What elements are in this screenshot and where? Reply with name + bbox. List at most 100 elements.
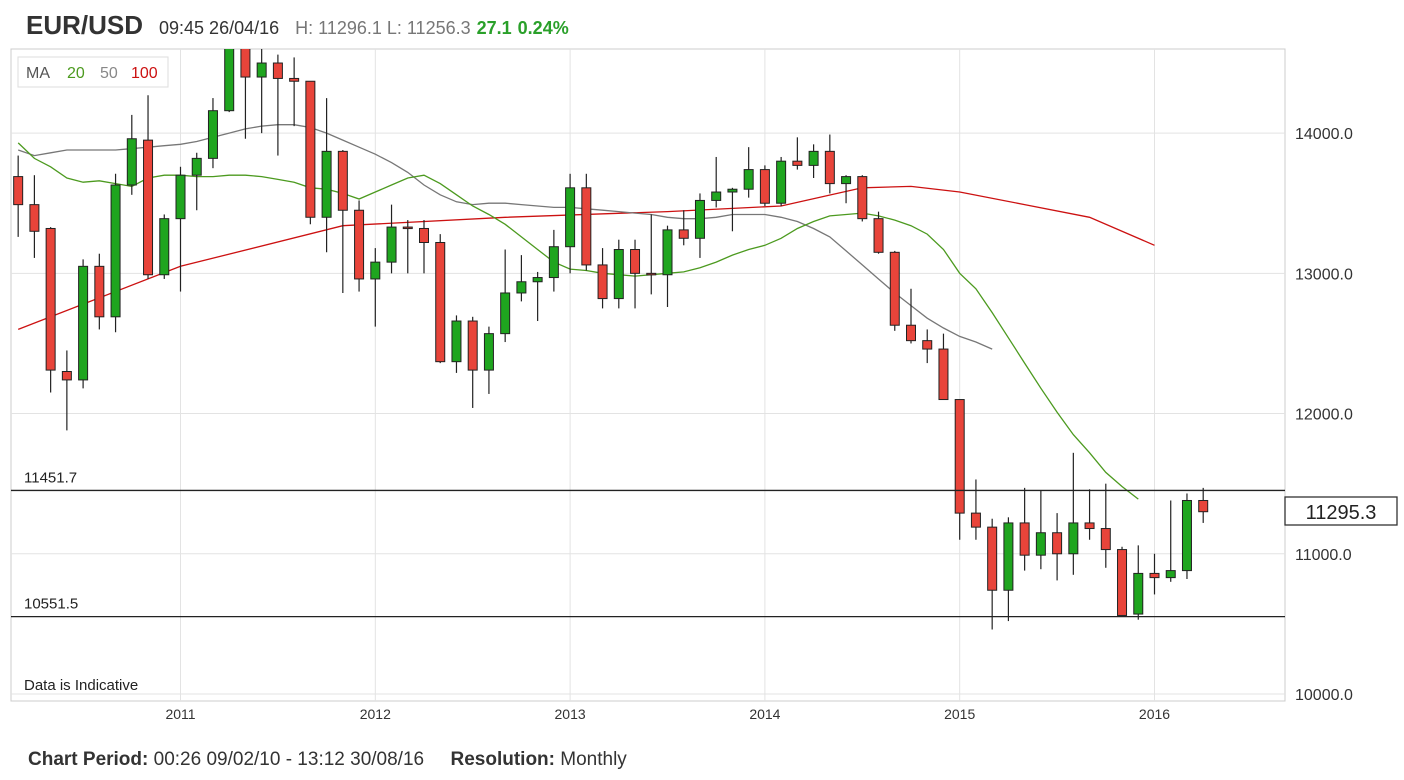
candle — [175, 166, 186, 292]
candle-body — [500, 292, 511, 335]
x-tick-label: 2011 — [165, 706, 195, 722]
candle-body — [483, 333, 494, 371]
candle-body — [727, 188, 738, 193]
candle — [646, 214, 657, 295]
candle — [435, 234, 446, 364]
candle-body — [94, 265, 105, 318]
candle-body — [613, 249, 624, 300]
candle — [1149, 553, 1160, 595]
candle-body — [630, 249, 641, 274]
period-value: 00:26 09/02/10 - 13:12 30/08/16 — [153, 749, 425, 770]
x-axis-labels: 2011 2012 2013 2014 2015 2016 — [165, 706, 1170, 722]
candle — [841, 175, 852, 204]
candle — [581, 173, 592, 271]
candle — [662, 225, 673, 307]
candle — [45, 227, 56, 393]
candle — [61, 350, 72, 431]
candle-body — [954, 399, 965, 514]
candle-body — [224, 49, 235, 112]
candle — [987, 518, 998, 630]
candle-body — [1003, 522, 1014, 591]
candle-body — [565, 187, 576, 248]
candle — [500, 249, 511, 343]
ma100-line — [17, 185, 1155, 331]
plot-area — [10, 48, 1286, 702]
candle-body — [175, 174, 186, 220]
candle — [1181, 493, 1192, 580]
x-tick-label: 2012 — [360, 706, 391, 722]
candle-body — [1084, 522, 1095, 530]
candle-body — [256, 62, 267, 78]
candle-body — [743, 169, 754, 190]
y-tick-label: 11000.0 — [1295, 547, 1352, 564]
ma-legend-50: 50 — [100, 65, 118, 82]
chart-footer: Chart Period: 00:26 09/02/10 - 13:12 30/… — [28, 749, 627, 771]
change-percent: 0.24% — [517, 18, 569, 38]
candle — [272, 54, 283, 156]
candle — [29, 175, 40, 258]
ma50-line — [17, 124, 993, 350]
candle-body — [1181, 499, 1192, 572]
candle — [630, 239, 641, 309]
candle-body — [581, 187, 592, 266]
x-tick-label: 2016 — [1139, 706, 1170, 722]
candle-body — [824, 150, 835, 185]
candle — [110, 173, 121, 333]
candle — [224, 49, 235, 113]
last-price-frame — [1284, 496, 1398, 526]
high-low-readout: H: 11296.1 L: 11256.3 — [295, 18, 471, 38]
candle-body — [922, 340, 933, 350]
candle-body — [61, 370, 72, 381]
candle-body — [1149, 572, 1160, 579]
candle — [1165, 500, 1176, 582]
candle-body — [143, 139, 154, 276]
candle — [159, 214, 170, 279]
data-indicative-note: Data is Indicative — [24, 677, 138, 694]
candle — [597, 248, 608, 309]
candle — [13, 155, 24, 237]
ma-legend-box — [17, 56, 169, 88]
candle — [1100, 483, 1111, 568]
candle — [191, 152, 202, 211]
candle — [305, 80, 316, 225]
candle-body — [1019, 522, 1030, 556]
candle-body — [305, 80, 316, 218]
candle-body — [1117, 549, 1128, 616]
candle — [824, 134, 835, 194]
candle — [370, 248, 381, 327]
resolution-value: Monthly — [560, 749, 627, 770]
candle — [402, 220, 413, 274]
candle-body — [759, 169, 770, 204]
ma-legend-label: MA — [26, 65, 50, 82]
change-value: 27.1 — [476, 18, 512, 38]
candle — [954, 399, 965, 540]
ma20-line — [17, 142, 1139, 500]
candle-body — [792, 160, 803, 166]
candle — [711, 156, 722, 208]
x-tick-label: 2015 — [944, 706, 975, 722]
candle — [386, 204, 397, 274]
level-label: 11451.7 — [24, 469, 77, 486]
candle — [240, 49, 251, 139]
grid-lines — [11, 49, 1285, 701]
moving-averages — [17, 124, 1155, 500]
candle — [451, 315, 462, 373]
candle — [321, 98, 332, 253]
candle-body — [289, 77, 300, 82]
y-tick-label: 10000.0 — [1295, 687, 1353, 704]
candle — [126, 114, 137, 195]
candle — [419, 220, 429, 274]
candle — [1133, 545, 1144, 620]
candle-body — [597, 264, 608, 300]
candle-body — [337, 150, 348, 211]
candle-body — [272, 62, 283, 79]
candle-body — [354, 209, 365, 280]
candle — [1198, 487, 1209, 523]
candle — [889, 250, 900, 331]
candle — [776, 156, 787, 207]
candle — [207, 98, 218, 169]
candle-body — [873, 218, 884, 253]
candle-body — [532, 277, 543, 283]
candle-body — [1165, 570, 1176, 579]
